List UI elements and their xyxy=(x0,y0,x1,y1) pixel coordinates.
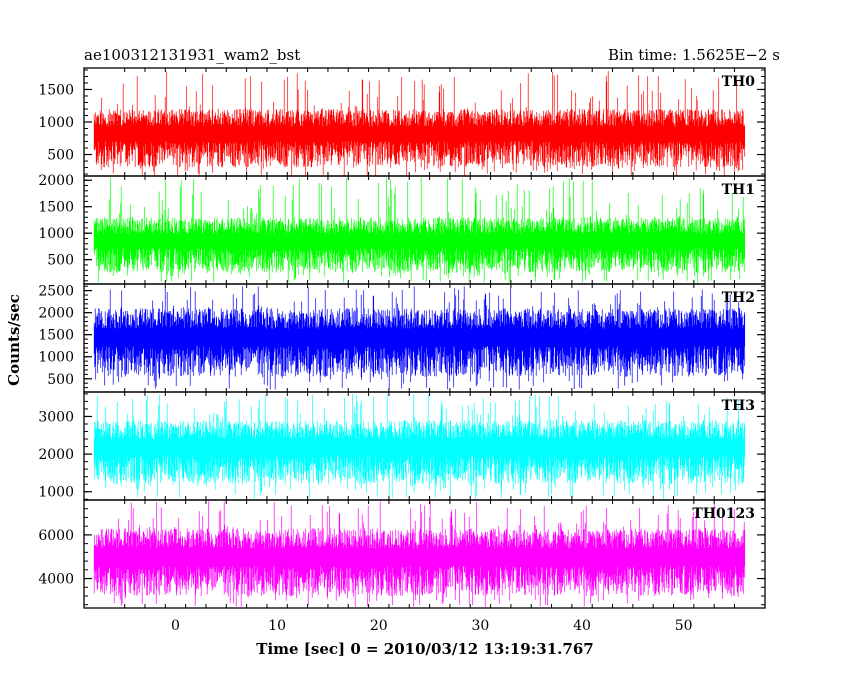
panel-th2: 500 1000 1500 2000 2500 TH2 xyxy=(38,283,766,393)
x-tick-label: 50 xyxy=(675,618,693,634)
series-label-th2: TH2 xyxy=(722,290,755,306)
series-label-th0: TH0 xyxy=(722,74,756,90)
panel-frame xyxy=(83,499,766,609)
y-axis-title: Counts/sec xyxy=(5,294,23,386)
y-tick-label: 500 xyxy=(47,372,74,388)
y-tick-label: 1000 xyxy=(38,350,74,366)
series-label-th3: TH3 xyxy=(722,398,755,414)
panel-th3: 1000 2000 3000 TH3 xyxy=(38,391,766,501)
panel-th0123: 4000 6000 TH0123 xyxy=(38,499,766,609)
series-trace-th0123 xyxy=(93,501,746,607)
panel-th0: 500 1000 1500 TH0 xyxy=(38,67,766,177)
y-tick-label: 500 xyxy=(47,148,74,164)
y-tick-label: 6000 xyxy=(38,528,74,544)
series-label-th1: TH1 xyxy=(722,182,755,198)
x-tick-label: 30 xyxy=(471,618,489,634)
y-tick-label: 1000 xyxy=(38,485,74,501)
x-tick-label: 10 xyxy=(268,618,286,634)
series-trace-th2 xyxy=(93,286,746,390)
series-trace-th3 xyxy=(93,393,746,500)
y-tick-label: 2000 xyxy=(38,173,74,189)
y-tick-label: 500 xyxy=(47,253,74,269)
y-tick-label: 2000 xyxy=(38,306,74,322)
chart-title-right: Bin time: 1.5625E−2 s xyxy=(608,46,780,64)
y-tick-label: 2500 xyxy=(38,284,74,300)
y-tick-label: 1500 xyxy=(38,82,74,98)
chart-title-left: ae100312131931_wam2_bst xyxy=(84,46,300,64)
x-tick-label: 40 xyxy=(573,618,591,634)
y-tick-label: 1500 xyxy=(38,200,74,216)
series-trace-th1 xyxy=(93,177,746,283)
panels: 50010001500TH0500100015002000TH150010001… xyxy=(38,67,766,634)
y-tick-label: 1500 xyxy=(38,328,74,344)
panel-th1: 500 1000 1500 2000 TH1 xyxy=(38,173,766,285)
series-trace-th0 xyxy=(93,70,746,176)
series-label-th0123: TH0123 xyxy=(692,506,755,522)
y-tick-label: 2000 xyxy=(38,447,74,463)
y-tick-label: 3000 xyxy=(38,409,74,425)
x-axis-title: Time [sec] 0 = 2010/03/12 13:19:31.767 xyxy=(256,640,593,658)
x-tick-label: 20 xyxy=(370,618,388,634)
x-tick-label: 0 xyxy=(171,618,180,634)
y-tick-label: 4000 xyxy=(38,572,74,588)
y-tick-label: 1000 xyxy=(38,226,74,242)
y-tick-label: 1000 xyxy=(38,115,74,131)
